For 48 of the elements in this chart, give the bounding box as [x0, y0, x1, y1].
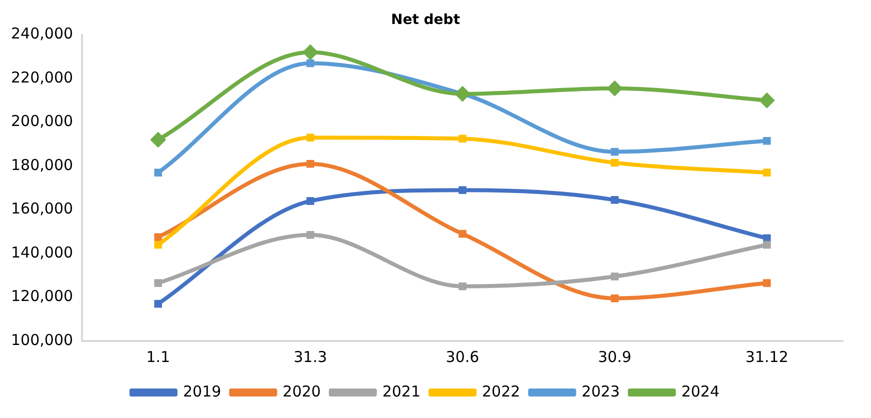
y-tick-label: 100,000: [11, 330, 74, 349]
point: [458, 230, 466, 238]
point: [763, 168, 771, 176]
y-tick-label: 200,000: [11, 112, 74, 130]
point: [610, 196, 619, 204]
y-tick-label: 220,000: [11, 68, 74, 86]
legend-label: 2020: [282, 382, 321, 400]
point: [154, 240, 162, 249]
point: [154, 233, 162, 241]
chart-title: Net debt: [390, 12, 460, 28]
y-tick-label: 180,000: [11, 156, 74, 174]
y-tick-label: 120,000: [11, 287, 74, 306]
x-tick-label: 30.6: [446, 348, 480, 366]
point: [302, 44, 318, 60]
point: [154, 279, 162, 287]
point: [458, 186, 466, 194]
point: [306, 231, 314, 239]
point: [306, 59, 314, 68]
point: [154, 168, 162, 176]
point: [758, 92, 775, 108]
point: [606, 80, 623, 96]
point: [458, 134, 466, 143]
point: [306, 134, 314, 142]
x-tick-label: 31.3: [294, 348, 328, 366]
x-tick-label: 30.9: [598, 348, 632, 366]
point: [610, 158, 619, 167]
point: [763, 136, 771, 145]
legend-label: 2022: [482, 382, 520, 400]
point: [610, 294, 619, 302]
point: [610, 148, 619, 156]
legend-label: 2024: [681, 382, 720, 400]
x-tick-label: 1.1: [146, 348, 170, 366]
legend-label: 2019: [182, 382, 222, 400]
x-tick-label: 31.12: [745, 348, 788, 366]
point: [763, 279, 771, 287]
legend-label: 2023: [582, 382, 620, 400]
point: [154, 300, 162, 308]
y-tick-label: 140,000: [11, 243, 74, 262]
point: [306, 160, 314, 168]
y-tick-label: 160,000: [11, 200, 74, 218]
point: [306, 197, 314, 205]
point: [150, 132, 166, 148]
point: [610, 272, 619, 280]
point: [763, 240, 771, 249]
point: [458, 282, 466, 290]
y-tick-label: 240,000: [11, 24, 74, 43]
point: [454, 86, 471, 102]
legend-label: 2021: [382, 382, 421, 400]
